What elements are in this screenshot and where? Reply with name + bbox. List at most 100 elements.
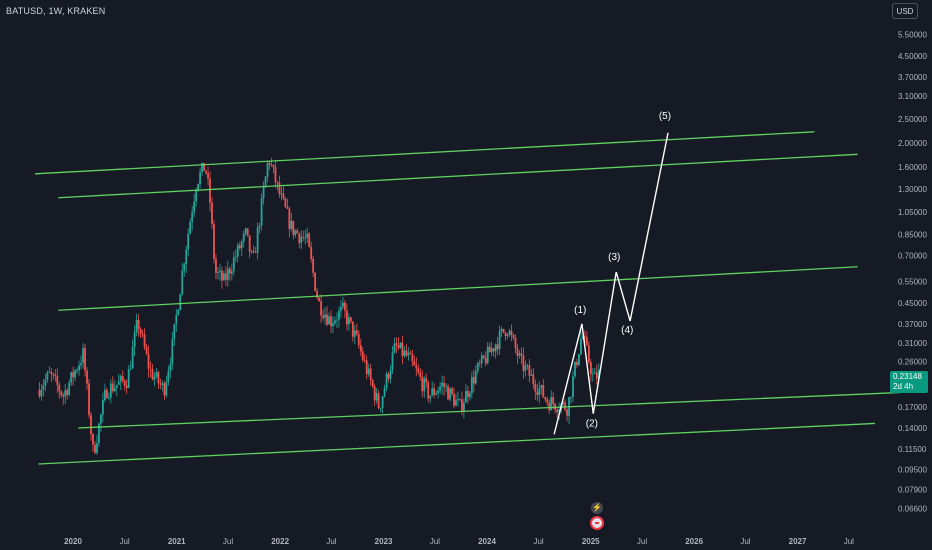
candle-body <box>431 388 434 396</box>
candle-body <box>219 270 221 273</box>
candle-body <box>165 381 168 396</box>
candle-body <box>359 345 362 352</box>
candle-body <box>351 321 354 337</box>
wave-label: (2) <box>586 418 598 429</box>
y-tick-label: 0.55000 <box>898 277 927 286</box>
candle-body <box>492 348 495 352</box>
candle-body <box>433 388 436 395</box>
candle-body <box>369 368 372 381</box>
y-tick-label: 0.37000 <box>898 320 927 329</box>
candle-body <box>336 319 338 321</box>
candle-body <box>207 173 209 179</box>
candle-body <box>338 310 340 320</box>
candle-body <box>498 331 501 349</box>
candle-body <box>510 330 513 335</box>
channel-line[interactable] <box>34 131 815 175</box>
channel-line[interactable] <box>78 391 902 429</box>
candle-body <box>302 236 305 238</box>
candle-body <box>306 233 309 238</box>
elliott-wave-path[interactable] <box>553 132 669 435</box>
lightning-icon[interactable]: ⚡ <box>591 502 603 514</box>
candle-body <box>80 363 82 366</box>
candle-body <box>377 393 380 409</box>
candle-body <box>480 355 483 364</box>
candle-body <box>373 386 376 401</box>
candle-body <box>107 397 110 399</box>
x-tick-label: 2023 <box>375 537 393 546</box>
candle-body <box>197 183 200 190</box>
candle-body <box>84 348 86 371</box>
candle-body <box>264 176 267 188</box>
candle-body <box>224 273 227 280</box>
wave-label: (4) <box>621 325 633 336</box>
flag-icon[interactable] <box>590 516 604 530</box>
candle-body <box>427 382 430 399</box>
x-tick-label: Jul <box>844 537 854 546</box>
x-tick-label: Jul <box>119 537 129 546</box>
candle-body <box>504 332 507 337</box>
candle-body <box>343 302 346 311</box>
y-tick-label: 0.07900 <box>898 485 927 494</box>
candle-body <box>514 337 517 349</box>
candle-body <box>217 272 219 274</box>
candle-body <box>314 272 317 292</box>
candle-body <box>472 377 475 384</box>
candle-body <box>415 365 418 369</box>
candle-body <box>502 328 505 333</box>
x-tick-label: Jul <box>430 537 440 546</box>
x-tick-label: Jul <box>326 537 336 546</box>
candle-body <box>574 361 576 377</box>
candle-body <box>363 360 366 361</box>
candle-body <box>429 395 432 399</box>
candle-body <box>137 319 140 329</box>
candle-body <box>117 381 120 385</box>
candle-body <box>38 389 41 397</box>
candle-body <box>401 342 404 356</box>
last-price-tag: 0.23148 2d 4h <box>890 371 928 393</box>
candle-body <box>300 236 303 243</box>
wave-label: (3) <box>608 252 620 263</box>
currency-button[interactable]: USD <box>892 3 918 19</box>
candle-body <box>435 392 438 395</box>
candle-body <box>135 319 138 333</box>
candle-body <box>40 390 43 397</box>
candle-body <box>482 355 485 358</box>
candle-body <box>383 388 386 397</box>
candle-body <box>115 384 118 388</box>
channel-line[interactable] <box>58 266 858 311</box>
candle-body <box>288 208 291 230</box>
candle-body <box>407 352 410 356</box>
candle-body <box>595 372 598 379</box>
y-tick-label: 3.10000 <box>898 92 927 101</box>
x-tick-label: 2026 <box>685 537 703 546</box>
y-tick-label: 2.50000 <box>898 115 927 124</box>
candle-body <box>340 306 342 311</box>
candle-body <box>342 302 344 307</box>
candle-body <box>564 402 566 410</box>
candle-body <box>544 397 547 400</box>
candle-body <box>270 164 273 166</box>
channel-line[interactable] <box>38 422 875 465</box>
candle-body <box>484 357 487 364</box>
candle-body <box>466 390 469 398</box>
candle-body <box>417 368 420 373</box>
candle-body <box>191 212 194 222</box>
y-tick-label: 2.00000 <box>898 139 927 148</box>
candle-body <box>367 368 370 375</box>
candle-body <box>439 386 442 391</box>
candle-body <box>556 409 559 413</box>
channel-line[interactable] <box>58 153 858 199</box>
y-tick-label: 5.50000 <box>898 31 927 40</box>
candle-body <box>445 386 447 388</box>
candle-body <box>268 163 271 165</box>
x-tick-label: 2021 <box>168 537 186 546</box>
candle-body <box>316 291 319 298</box>
candle-body <box>393 343 396 353</box>
wave-label: (5) <box>659 111 671 122</box>
candle-body <box>375 393 378 401</box>
candle-body <box>103 389 106 401</box>
candle-body <box>488 346 491 353</box>
candle-body <box>248 235 251 252</box>
candle-body <box>54 374 57 377</box>
